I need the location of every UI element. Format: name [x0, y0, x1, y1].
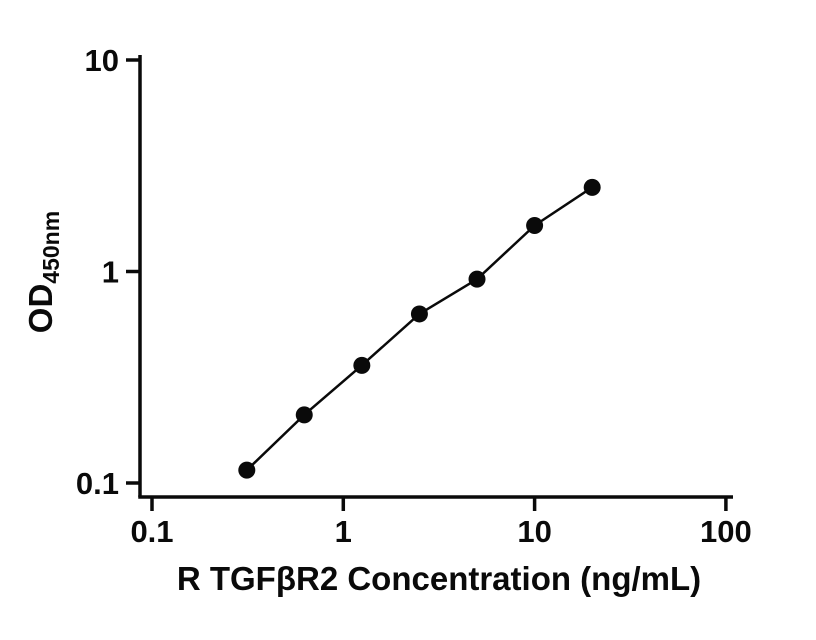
data-point — [583, 178, 601, 196]
x-tick-label: 0.1 — [130, 514, 173, 549]
plot-area: 0.1 1 10 100 0.1 1 10 — [76, 43, 752, 549]
y-tick-label: 1 — [102, 255, 119, 290]
data-point — [410, 305, 428, 323]
data-point — [238, 461, 256, 479]
y-axis-title-subscript: 450nm — [38, 211, 64, 284]
data-point — [295, 406, 313, 424]
y-tick-label: 10 — [85, 43, 119, 78]
y-tick-label: 0.1 — [76, 466, 119, 501]
data-point — [468, 270, 486, 288]
data-point — [526, 217, 544, 235]
x-tick-label: 100 — [700, 514, 752, 549]
x-tick-label: 1 — [335, 514, 352, 549]
x-tick-label: 10 — [517, 514, 551, 549]
data-point — [353, 356, 371, 374]
y-axis-title-main: OD — [22, 284, 59, 334]
x-axis-title: R TGFβR2 Concentration (ng/mL) — [177, 560, 701, 597]
y-axis-title: OD450nm — [22, 211, 64, 333]
